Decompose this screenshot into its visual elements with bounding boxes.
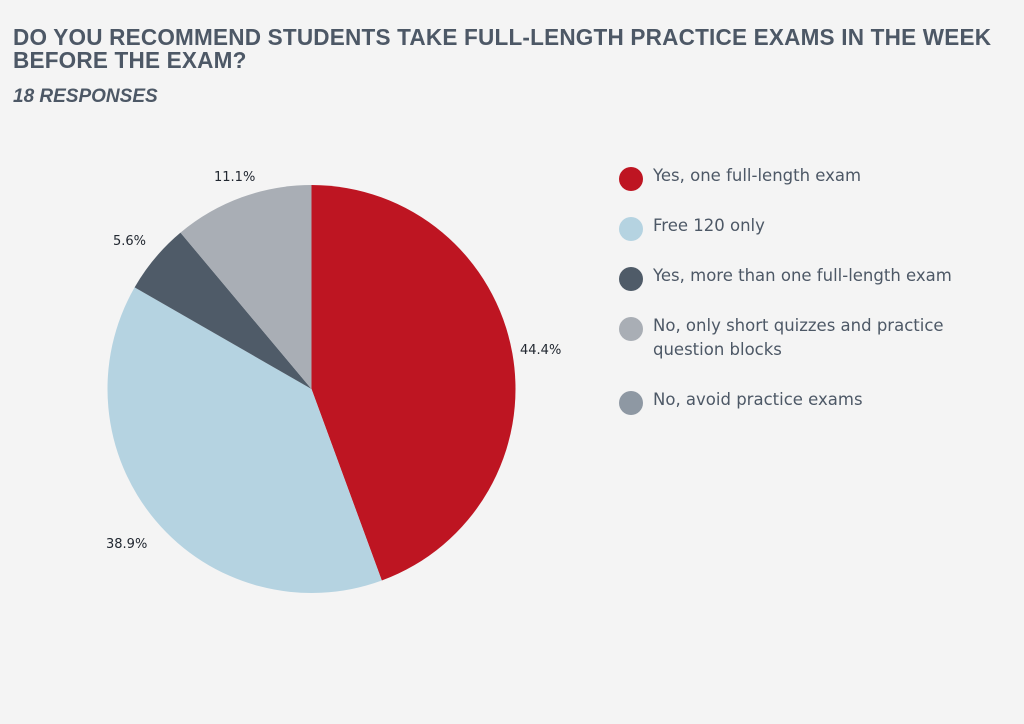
legend-dot-icon (619, 267, 643, 291)
legend-item-yes-more: Yes, more than one full-length exam (619, 264, 1019, 291)
pie-chart: 44.4% 38.9% 5.6% 11.1% (106, 170, 562, 594)
pie-slice (180, 185, 312, 389)
slice-label-free-120: 38.9% (106, 537, 148, 552)
legend-dot-icon (619, 167, 643, 191)
chart-subtitle: 18 RESPONSES (13, 86, 158, 107)
legend-item-free-120: Free 120 only (619, 214, 1019, 241)
legend-item-yes-one: Yes, one full-length exam (619, 164, 1019, 191)
slice-label-no-short: 11.1% (214, 170, 256, 185)
legend-dot-icon (619, 217, 643, 241)
legend-item-no-avoid: No, avoid practice exams (619, 388, 1019, 415)
legend-dot-icon (619, 391, 643, 415)
pie-svg (107, 185, 516, 594)
legend: Yes, one full-length exam Free 120 only … (619, 164, 1019, 415)
legend-item-no-short: No, only short quizzes and practice ques… (619, 314, 993, 362)
pie-slice (107, 287, 382, 594)
legend-label: Yes, more than one full-length exam (653, 266, 952, 285)
slice-label-yes-more: 5.6% (113, 234, 147, 249)
slice-label-yes-one: 44.4% (520, 343, 562, 358)
chart-title: DO YOU RECOMMEND STUDENTS TAKE FULL-LENG… (13, 24, 992, 73)
legend-label: No, avoid practice exams (653, 390, 863, 409)
legend-label: Free 120 only (653, 216, 765, 235)
legend-label: Yes, one full-length exam (653, 166, 862, 185)
legend-label: No, only short quizzes and practice ques… (653, 316, 944, 359)
pie-slice (134, 232, 312, 389)
legend-dot-icon (619, 317, 643, 341)
pie-slice (311, 185, 516, 581)
